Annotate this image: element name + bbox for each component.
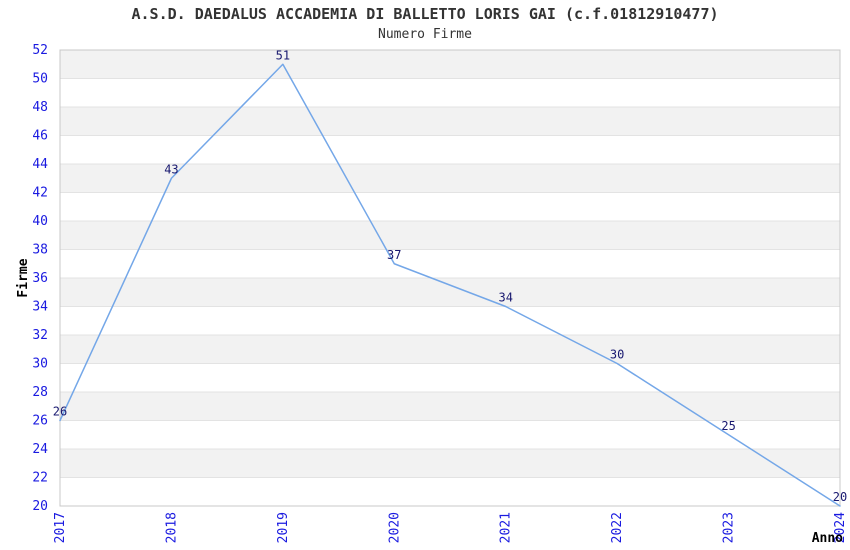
point-label: 25 [721,419,735,433]
y-tick-label: 24 [32,442,48,457]
point-label: 20 [833,490,847,504]
plot-band [60,50,840,79]
series-line [59,63,841,507]
plot-band [60,164,840,193]
point-label: 51 [276,48,290,62]
y-tick-label: 22 [32,471,48,486]
x-tick-label: 2019 [276,512,291,543]
y-tick-label: 52 [32,43,48,58]
y-tick-label: 34 [32,300,48,315]
y-tick-label: 32 [32,328,48,343]
x-tick-label: 2017 [53,512,68,543]
y-axis-title: Firme [16,258,31,297]
y-tick-label: 36 [32,271,48,286]
y-tick-label: 42 [32,186,48,201]
chart-title: A.S.D. DAEDALUS ACCADEMIA DI BALLETTO LO… [131,5,719,23]
plot-band [60,221,840,250]
x-tick-label: 2020 [387,512,402,543]
x-tick-label: 2024 [833,512,848,543]
point-label: 26 [53,405,67,419]
y-tick-label: 40 [32,214,48,229]
point-label: 37 [387,248,401,262]
y-tick-label: 26 [32,414,48,429]
plot-band [60,449,840,478]
y-tick-label: 38 [32,243,48,258]
point-label: 30 [610,348,624,362]
plot-band [60,392,840,421]
y-tick-label: 44 [32,157,48,172]
y-tick-label: 48 [32,100,48,115]
y-tick-label: 50 [32,72,48,87]
plot-area-border [59,49,841,507]
plot-band [60,335,840,364]
x-tick-label: 2022 [610,512,625,543]
plot-band [60,107,840,136]
y-tick-label: 20 [32,499,48,514]
x-tick-label: 2023 [722,512,737,543]
x-tick-label: 2021 [499,512,514,543]
y-tick-label: 46 [32,129,48,144]
plot-band [60,278,840,307]
chart-subtitle: Numero Firme [378,27,472,42]
y-tick-label: 30 [32,357,48,372]
point-label: 34 [498,291,512,305]
x-tick-label: 2018 [164,512,179,543]
x-axis-title: Anno [812,531,843,546]
y-tick-label: 28 [32,385,48,400]
point-label: 43 [164,162,178,176]
